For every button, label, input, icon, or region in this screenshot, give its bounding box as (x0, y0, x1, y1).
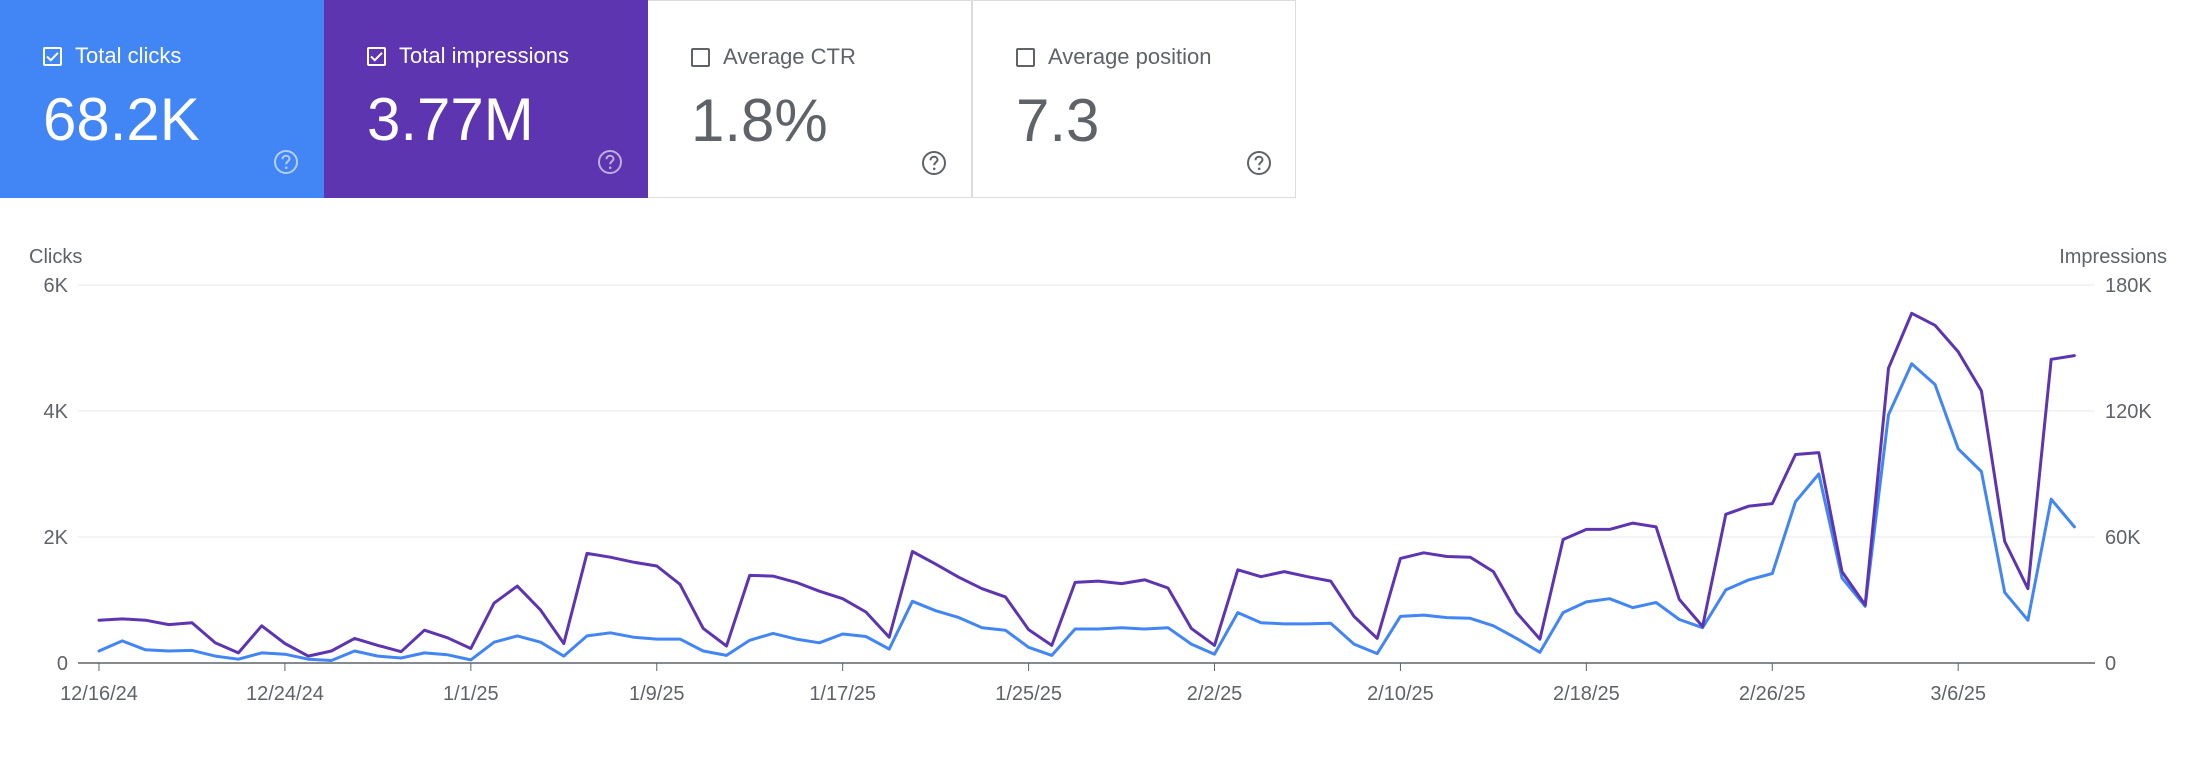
card-label: Average position (1048, 44, 1212, 69)
y-right-tick-label: 60K (2105, 527, 2141, 549)
y-right-tick-label: 180K (2105, 275, 2152, 297)
y-left-tick-label: 4K (44, 401, 69, 423)
y-left-axis-title: Clicks (29, 246, 82, 268)
help-circle-icon[interactable] (1245, 149, 1273, 177)
card-header: Total impressions (367, 42, 569, 70)
card-header: Average position (1016, 43, 1212, 71)
average-position-card[interactable]: Average position 7.3 (972, 0, 1296, 198)
card-value: 3.77M (367, 86, 534, 153)
impressions-series-line[interactable] (97, 311, 2076, 658)
help-circle-icon[interactable] (920, 149, 948, 177)
help-circle-icon[interactable] (596, 148, 624, 176)
y-right-tick-label: 0 (2105, 653, 2116, 675)
average-ctr-card[interactable]: Average CTR 1.8% (648, 0, 972, 198)
x-tick-label: 12/24/24 (246, 683, 324, 705)
total-clicks-card[interactable]: Total clicks 68.2K (0, 0, 324, 198)
card-value: 68.2K (43, 86, 200, 153)
metric-cards: Total clicks 68.2K Total impressions 3.7… (0, 0, 1296, 198)
x-tick-label: 2/26/25 (1739, 683, 1806, 705)
checkbox-checked-icon[interactable] (43, 46, 62, 66)
x-tick-label: 3/6/25 (1930, 683, 1986, 705)
y-right-tick-label: 120K (2105, 401, 2152, 423)
x-tick-label: 1/25/25 (995, 683, 1062, 705)
x-axis-ticks: 12/16/24 12/24/24 1/1/25 1/9/25 1/17/25 1/25/… (60, 663, 1986, 705)
x-tick-label: 12/16/24 (60, 683, 138, 705)
y-left-ticks: 0 2K 4K 6K (44, 275, 69, 675)
x-tick-label: 1/17/25 (809, 683, 876, 705)
clicks-series-line[interactable] (97, 362, 2076, 662)
card-label: Average CTR (723, 44, 856, 69)
x-tick-label: 2/10/25 (1367, 683, 1434, 705)
y-right-axis-title: Impressions (2059, 246, 2167, 268)
y-left-tick-label: 2K (44, 527, 69, 549)
x-tick-label: 2/2/25 (1187, 683, 1243, 705)
x-tick-label: 2/18/25 (1553, 683, 1620, 705)
series-lines (97, 311, 2076, 662)
y-left-tick-label: 0 (57, 653, 68, 675)
total-impressions-card[interactable]: Total impressions 3.77M (324, 0, 648, 198)
checkbox-unchecked-icon[interactable] (1016, 47, 1035, 67)
help-circle-icon[interactable] (272, 148, 300, 176)
y-left-tick-label: 6K (44, 275, 69, 297)
card-value: 1.8% (691, 87, 828, 154)
gridlines (78, 284, 2095, 664)
checkbox-unchecked-icon[interactable] (691, 47, 710, 67)
x-tick-label: 1/1/25 (443, 683, 499, 705)
checkbox-checked-icon[interactable] (367, 46, 386, 66)
card-label: Total impressions (399, 43, 569, 68)
card-label: Total clicks (75, 43, 182, 68)
card-header: Average CTR (691, 43, 856, 71)
y-right-ticks: 0 60K 120K 180K (2105, 275, 2152, 675)
card-header: Total clicks (43, 42, 181, 70)
x-tick-label: 1/9/25 (629, 683, 685, 705)
card-value: 7.3 (1016, 87, 1100, 154)
